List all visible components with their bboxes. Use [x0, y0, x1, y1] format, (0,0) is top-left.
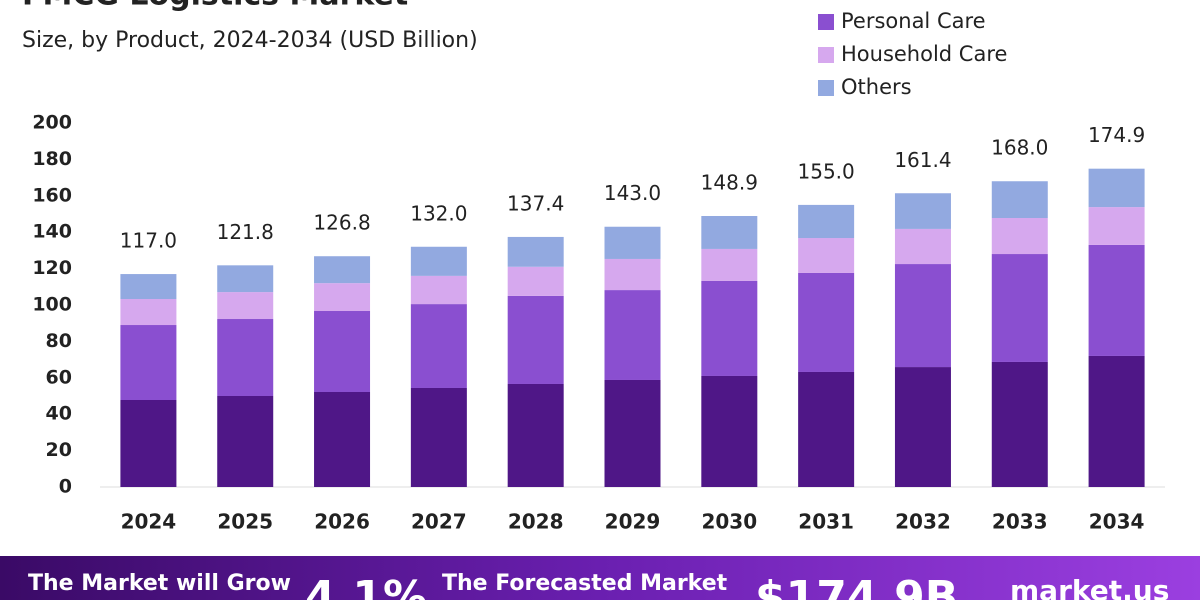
bar-segment	[217, 396, 274, 487]
banner-text: The Forecasted Market	[442, 571, 728, 596]
bar-segment	[507, 383, 564, 487]
x-tick-label: 2030	[701, 510, 757, 534]
x-tick-label: 2033	[992, 510, 1048, 534]
bar-segment	[1088, 244, 1145, 356]
bar-segment	[894, 193, 951, 229]
y-tick-label: 20	[46, 439, 72, 461]
total-label: 143.0	[604, 181, 661, 205]
total-label: 132.0	[410, 201, 467, 225]
banner-value: $174.9B	[755, 572, 958, 600]
bar-segment	[507, 295, 564, 384]
total-label: 155.0	[798, 159, 855, 183]
legend-label: Household Care	[841, 42, 1007, 66]
footer-banner	[0, 556, 1200, 600]
bar-segment	[701, 248, 758, 281]
bar-segment	[507, 266, 564, 296]
bar-segment	[701, 375, 758, 487]
bar-segment	[314, 256, 371, 284]
legend-label: Others	[841, 75, 912, 99]
y-tick-label: 160	[32, 184, 72, 206]
legend-swatch	[818, 80, 834, 96]
bar-segment	[120, 325, 177, 401]
bar-segment	[1088, 355, 1145, 487]
bar-segment	[410, 304, 467, 388]
y-tick-label: 120	[32, 257, 72, 279]
x-tick-label: 2028	[508, 510, 564, 534]
total-label: 117.0	[120, 229, 177, 253]
bar-segment	[314, 391, 371, 487]
y-tick-label: 80	[46, 330, 72, 352]
bar-segment	[798, 204, 855, 239]
bar-segment	[507, 236, 564, 267]
total-label: 168.0	[991, 136, 1048, 160]
bar-segment	[120, 274, 177, 299]
bar-segment	[604, 290, 661, 380]
bar-segment	[894, 367, 951, 487]
bar-segment	[314, 283, 371, 312]
bar-segment	[120, 298, 177, 326]
y-tick-label: 0	[59, 476, 72, 498]
total-label: 126.8	[313, 211, 370, 235]
bar-segment	[410, 275, 467, 305]
legend-swatch	[818, 14, 834, 30]
total-label: 174.9	[1088, 123, 1145, 147]
bar-segment	[217, 265, 274, 293]
y-tick-label: 100	[32, 294, 72, 316]
x-tick-label: 2024	[121, 510, 177, 534]
bar-segment	[314, 311, 371, 392]
y-tick-label: 60	[46, 366, 72, 388]
chart-subtitle: Size, by Product, 2024-2034 (USD Billion…	[22, 28, 478, 53]
bar-segment	[701, 216, 758, 249]
x-tick-label: 2031	[798, 510, 854, 534]
bar-segment	[217, 292, 274, 320]
total-label: 161.4	[894, 148, 951, 172]
total-label: 121.8	[217, 220, 274, 244]
x-tick-label: 2026	[314, 510, 370, 534]
bar-segment	[991, 254, 1048, 362]
total-label: 148.9	[701, 171, 758, 195]
bar-segment	[604, 379, 661, 487]
y-tick-label: 40	[46, 403, 72, 425]
bar-segment	[894, 228, 951, 265]
x-tick-label: 2034	[1089, 510, 1145, 534]
bar-segment	[1088, 168, 1145, 208]
bar-segment	[217, 319, 274, 396]
y-tick-label: 200	[32, 112, 72, 134]
x-tick-label: 2027	[411, 510, 467, 534]
bar-segment	[1088, 207, 1145, 245]
bar-segment	[798, 238, 855, 273]
brand: market.us	[1010, 574, 1169, 600]
legend-swatch	[818, 47, 834, 63]
bar-segment	[604, 258, 661, 291]
bar-segment	[991, 181, 1048, 219]
x-tick-label: 2025	[217, 510, 273, 534]
chart-title: FMCG Logistics Market	[22, 0, 408, 13]
y-tick-label: 140	[32, 221, 72, 243]
bar-segment	[410, 246, 467, 276]
banner-cagr: 4.1%	[305, 572, 427, 600]
x-tick-label: 2032	[895, 510, 951, 534]
bar-segment	[991, 361, 1048, 487]
bar-segment	[120, 400, 177, 487]
bar-segment	[410, 387, 467, 487]
bar-segment	[798, 371, 855, 487]
bar-segment	[798, 272, 855, 372]
bar-segment	[604, 226, 661, 259]
total-label: 137.4	[507, 191, 564, 215]
y-tick-label: 180	[32, 148, 72, 170]
x-tick-label: 2029	[605, 510, 661, 534]
bar-segment	[701, 280, 758, 376]
banner-text: The Market will Grow	[28, 571, 291, 596]
legend-label: Personal Care	[841, 9, 986, 33]
bar-segment	[894, 264, 951, 368]
bar-segment	[991, 218, 1048, 255]
